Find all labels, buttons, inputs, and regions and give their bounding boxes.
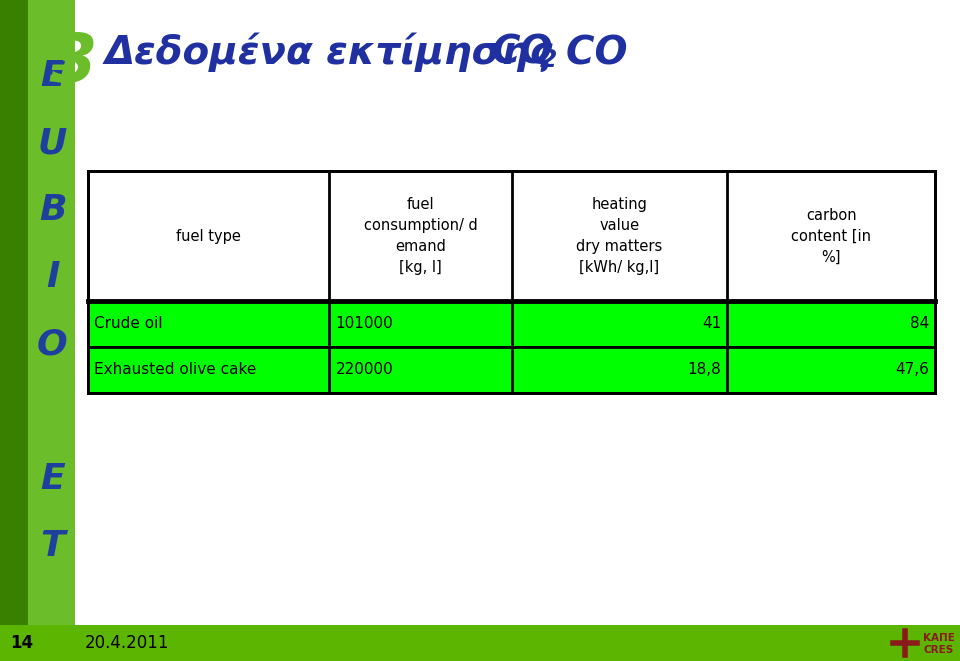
Text: 47,6: 47,6 bbox=[895, 362, 929, 377]
Text: 220000: 220000 bbox=[335, 362, 394, 377]
Bar bbox=[28, 0, 75, 625]
Text: Δεδομένα εκτίμησης CO: Δεδομένα εκτίμησης CO bbox=[105, 32, 629, 72]
Text: heating
value
dry matters
[kWh/ kg,l]: heating value dry matters [kWh/ kg,l] bbox=[576, 197, 662, 275]
Text: 84: 84 bbox=[910, 317, 929, 332]
Text: 101000: 101000 bbox=[335, 317, 394, 332]
Text: fuel type: fuel type bbox=[177, 229, 241, 243]
Text: CRES: CRES bbox=[923, 645, 953, 655]
Text: B: B bbox=[38, 193, 66, 227]
Text: 3: 3 bbox=[51, 30, 98, 96]
Text: fuel
consumption/ d
emand
[kg, l]: fuel consumption/ d emand [kg, l] bbox=[364, 197, 477, 275]
Text: 41: 41 bbox=[702, 317, 722, 332]
Text: carbon
content [in
%]: carbon content [in %] bbox=[791, 208, 872, 264]
Text: O: O bbox=[37, 328, 68, 362]
Text: 20.4.2011: 20.4.2011 bbox=[85, 634, 170, 652]
Text: ΚΑΠΕ: ΚΑΠΕ bbox=[923, 633, 955, 643]
Text: U: U bbox=[37, 126, 67, 160]
Text: I: I bbox=[46, 260, 60, 294]
Bar bbox=[88, 171, 935, 301]
Bar bbox=[0, 625, 960, 661]
Bar bbox=[88, 347, 935, 393]
Text: E: E bbox=[40, 462, 65, 496]
Bar bbox=[88, 301, 935, 347]
Text: N: N bbox=[37, 395, 67, 429]
Text: E: E bbox=[40, 59, 65, 93]
Text: CO: CO bbox=[492, 33, 554, 71]
Text: 18,8: 18,8 bbox=[687, 362, 722, 377]
Text: 2: 2 bbox=[540, 48, 558, 72]
Bar bbox=[0, 0, 28, 625]
Text: T: T bbox=[40, 529, 65, 563]
Text: 14: 14 bbox=[11, 634, 34, 652]
Text: Crude oil: Crude oil bbox=[94, 317, 162, 332]
Text: Exhausted olive cake: Exhausted olive cake bbox=[94, 362, 256, 377]
